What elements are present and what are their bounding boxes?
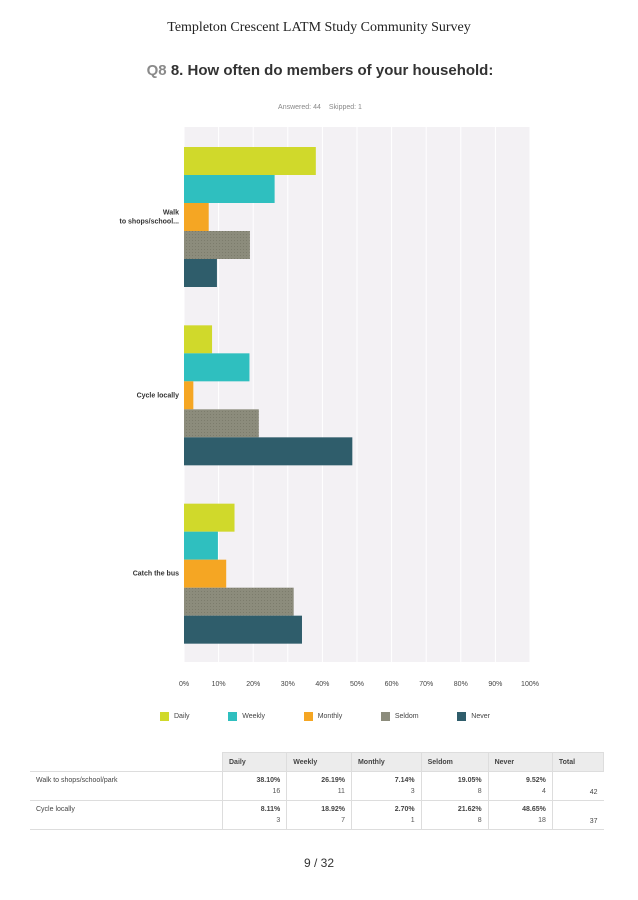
- x-tick-label: 20%: [246, 681, 260, 688]
- bar-weekly: [184, 175, 275, 203]
- x-tick-label: 30%: [281, 681, 295, 688]
- cell-percent: 48.65%: [522, 806, 546, 813]
- legend-swatch: [457, 712, 467, 721]
- table-cell: 38.10% 16: [221, 771, 287, 801]
- row-label: Cycle locally: [30, 800, 223, 830]
- legend-label: Monthly: [317, 713, 343, 720]
- row-total: 37: [551, 800, 604, 830]
- chart-legend: Daily Weekly Monthly Seldom Never: [160, 712, 490, 721]
- cell-count: 1: [410, 817, 415, 824]
- bar-never: [184, 259, 217, 287]
- cell-percent: 19.05%: [457, 777, 482, 784]
- cell-count: 4: [541, 788, 546, 795]
- question-text: 8. How often do members of your househol…: [170, 62, 494, 79]
- table-cell: 9.52% 4: [487, 771, 553, 801]
- legend-item-monthly: Monthly: [303, 712, 343, 721]
- table-cell: 7.14% 3: [350, 771, 422, 801]
- table-cell: 8.11% 3: [221, 800, 287, 830]
- x-tick-label: 60%: [385, 681, 399, 688]
- legend-label: Daily: [174, 713, 190, 720]
- category-label: Walk to shops/school...: [119, 210, 179, 226]
- cell-count: 18: [538, 817, 546, 824]
- table-corner: [30, 752, 223, 772]
- bar-never: [184, 615, 302, 644]
- legend-item-never: Never: [457, 712, 490, 721]
- table-cell: 19.05% 8: [420, 771, 489, 801]
- question-title: Q8 8. How often do members of your house…: [120, 62, 520, 80]
- column-header: Daily: [221, 752, 288, 772]
- table-row: Cycle locally 8.11% 3 18.92% 7 2.70% 1 21.62% 8 4…: [30, 800, 604, 830]
- row-label: Walk to shops/school/park: [30, 771, 223, 801]
- cell-percent: 26.19%: [321, 777, 345, 784]
- cell-count: 16: [272, 788, 281, 795]
- x-tick-label: 70%: [419, 681, 433, 688]
- document-title: Templeton Crescent LATM Study Community …: [167, 20, 471, 35]
- bar-weekly: [184, 531, 218, 560]
- bar-monthly: [184, 203, 209, 231]
- x-tick-label: 0%: [179, 681, 189, 688]
- table-cell: 18.92% 7: [286, 800, 352, 830]
- question-number: Q8: [146, 62, 167, 79]
- answered-count: Answered: 44: [278, 104, 321, 111]
- response-table: Daily Weekly Monthly Seldom Never Total Walk …: [30, 752, 605, 830]
- row-total: 42: [551, 771, 604, 801]
- bar-never: [184, 437, 353, 466]
- cell-percent: 8.11%: [260, 806, 281, 813]
- cell-count: 11: [337, 788, 345, 795]
- column-header: Never: [487, 752, 553, 772]
- x-tick-label: 10%: [212, 681, 226, 688]
- legend-swatch: [303, 712, 313, 721]
- x-tick-label: 80%: [454, 681, 468, 688]
- cell-percent: 18.92%: [321, 806, 345, 813]
- cell-percent: 2.70%: [394, 806, 415, 813]
- category-label: Cycle locally: [137, 392, 180, 399]
- column-header: Seldom: [420, 752, 489, 772]
- legend-swatch: [160, 712, 169, 721]
- legend-swatch: [228, 712, 238, 721]
- bar-daily: [184, 325, 213, 354]
- cell-count: 3: [410, 788, 415, 795]
- response-stats: Answered: 44 Skipped: 1: [120, 104, 520, 111]
- x-tick-label: 90%: [488, 681, 502, 688]
- bar-chart: Walk to shops/school... Cycle locally Catch…: [119, 127, 539, 688]
- bar-monthly: [184, 559, 227, 588]
- legend-item-daily: Daily: [160, 712, 190, 721]
- skipped-count: Skipped: 1: [328, 104, 362, 111]
- table-cell: 21.62% 8: [420, 800, 489, 830]
- cell-percent: 9.52%: [526, 777, 546, 784]
- bar-daily: [184, 147, 316, 175]
- legend-label: Seldom: [394, 713, 419, 720]
- x-tick-label: 50%: [350, 681, 364, 688]
- legend-label: Weekly: [242, 713, 266, 720]
- bar-seldom: [184, 587, 294, 616]
- legend-item-seldom: Seldom: [380, 712, 419, 721]
- bar-daily: [184, 503, 235, 532]
- category-label: Catch the bus: [133, 571, 179, 578]
- legend-item-weekly: Weekly: [228, 712, 265, 721]
- table-cell: 48.65% 18: [487, 800, 553, 830]
- bar-seldom: [184, 231, 250, 259]
- x-tick-label: 40%: [315, 681, 329, 688]
- table-header-row: Daily Weekly Monthly Seldom Never Total: [30, 752, 605, 772]
- cell-count: 7: [341, 817, 345, 824]
- x-tick-label: 100%: [521, 681, 539, 688]
- bar-seldom: [184, 409, 259, 438]
- column-header: Weekly: [286, 752, 352, 772]
- cell-count: 8: [477, 788, 482, 795]
- cell-count: 3: [276, 817, 281, 824]
- cell-count: 8: [477, 817, 482, 824]
- column-header: Total: [551, 752, 605, 772]
- legend-label: Never: [471, 713, 490, 720]
- cell-percent: 21.62%: [457, 806, 482, 813]
- bar-weekly: [184, 353, 250, 382]
- legend-swatch: [380, 712, 390, 721]
- table-row: Walk to shops/school/park 38.10% 16 26.19% 1…: [30, 771, 604, 801]
- page-number: 9 / 32: [303, 856, 335, 870]
- table-cell: 2.70% 1: [350, 800, 422, 830]
- cell-percent: 7.14%: [394, 777, 415, 784]
- column-header: Monthly: [350, 752, 422, 772]
- table-cell: 26.19% 11: [286, 771, 352, 801]
- cell-percent: 38.10%: [256, 777, 281, 784]
- bar-monthly: [184, 381, 194, 410]
